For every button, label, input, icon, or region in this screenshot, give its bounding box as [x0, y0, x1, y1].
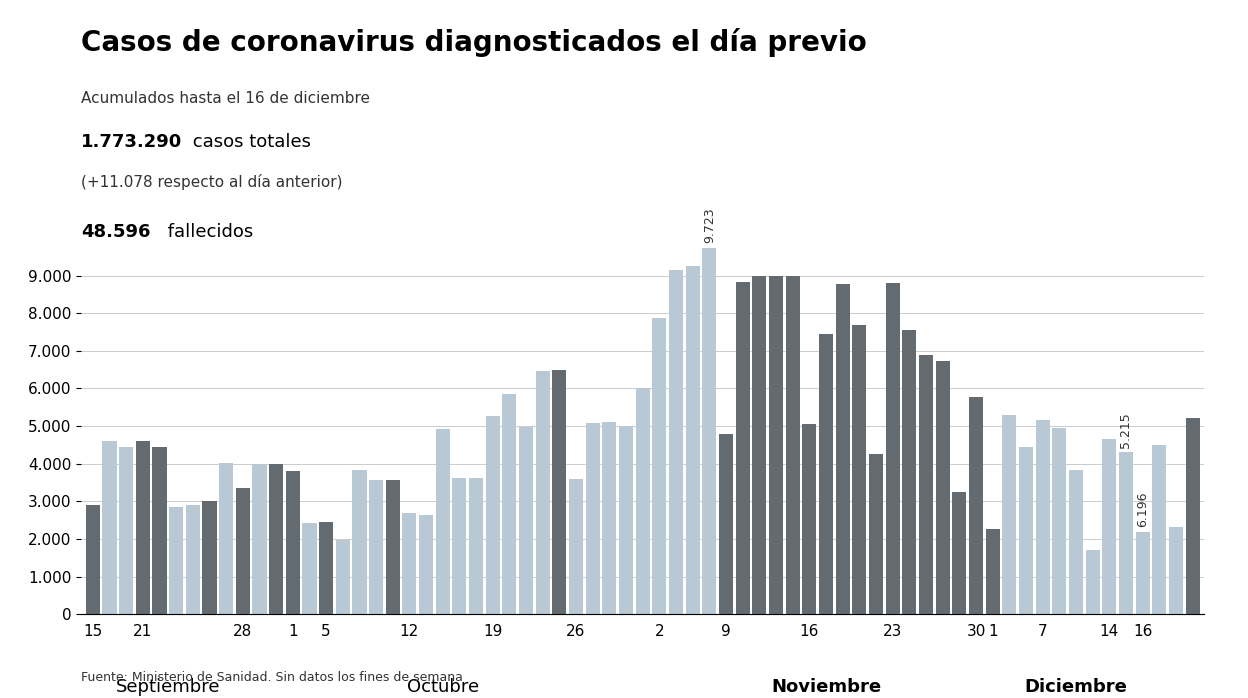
- Bar: [86, 505, 100, 614]
- Bar: [1136, 532, 1149, 614]
- Bar: [1086, 550, 1099, 614]
- Text: fallecidos: fallecidos: [162, 223, 253, 242]
- Bar: [252, 463, 267, 614]
- Bar: [852, 325, 866, 614]
- Text: Octubre: Octubre: [407, 678, 479, 696]
- Bar: [735, 282, 750, 614]
- Bar: [1070, 470, 1083, 614]
- Bar: [703, 248, 716, 614]
- Bar: [102, 441, 116, 614]
- Text: 9.723: 9.723: [703, 207, 716, 243]
- Bar: [719, 433, 733, 614]
- Bar: [436, 429, 449, 614]
- Bar: [1152, 445, 1167, 614]
- Bar: [919, 355, 934, 614]
- Bar: [753, 276, 766, 614]
- Bar: [1052, 429, 1067, 614]
- Bar: [502, 394, 517, 614]
- Bar: [819, 334, 834, 614]
- Bar: [836, 284, 850, 614]
- Bar: [669, 270, 683, 614]
- Bar: [869, 454, 884, 614]
- Text: (+11.078 respecto al día anterior): (+11.078 respecto al día anterior): [81, 174, 343, 191]
- Bar: [152, 447, 166, 614]
- Bar: [136, 441, 150, 614]
- Bar: [1102, 439, 1117, 614]
- Bar: [402, 512, 417, 614]
- Bar: [685, 266, 700, 614]
- Text: 5.215: 5.215: [1119, 412, 1132, 447]
- Bar: [119, 447, 134, 614]
- Bar: [469, 477, 483, 614]
- Bar: [419, 514, 433, 614]
- Bar: [653, 318, 666, 614]
- Bar: [968, 396, 983, 614]
- Bar: [236, 488, 250, 614]
- Bar: [802, 424, 816, 614]
- Bar: [619, 426, 633, 614]
- Bar: [519, 426, 533, 614]
- Bar: [635, 388, 650, 614]
- Text: 6.196: 6.196: [1136, 492, 1149, 527]
- Bar: [452, 477, 467, 614]
- Bar: [535, 371, 550, 614]
- Bar: [902, 330, 916, 614]
- Bar: [186, 505, 200, 614]
- Bar: [485, 416, 499, 614]
- Bar: [1036, 420, 1050, 614]
- Text: Fuente: Ministerio de Sanidad. Sin datos los fines de semana: Fuente: Ministerio de Sanidad. Sin datos…: [81, 671, 463, 684]
- Bar: [585, 423, 600, 614]
- Text: 1.773.290: 1.773.290: [81, 133, 182, 151]
- Text: Diciembre: Diciembre: [1025, 678, 1127, 696]
- Bar: [369, 480, 383, 614]
- Bar: [553, 371, 567, 614]
- Text: 48.596: 48.596: [81, 223, 151, 242]
- Bar: [218, 463, 233, 614]
- Bar: [302, 523, 317, 614]
- Bar: [786, 276, 800, 614]
- Bar: [603, 422, 617, 614]
- Text: casos totales: casos totales: [187, 133, 311, 151]
- Text: Acumulados hasta el 16 de diciembre: Acumulados hasta el 16 de diciembre: [81, 91, 371, 105]
- Bar: [386, 480, 399, 614]
- Text: Noviembre: Noviembre: [771, 678, 881, 696]
- Bar: [569, 479, 583, 614]
- Bar: [1169, 527, 1183, 614]
- Bar: [769, 276, 784, 614]
- Bar: [336, 540, 349, 614]
- Bar: [270, 463, 283, 614]
- Bar: [168, 507, 183, 614]
- Bar: [886, 283, 900, 614]
- Bar: [1002, 415, 1016, 614]
- Bar: [1186, 418, 1199, 614]
- Bar: [952, 492, 966, 614]
- Bar: [352, 470, 367, 614]
- Bar: [286, 471, 300, 614]
- Bar: [986, 529, 1000, 614]
- Text: Casos de coronavirus diagnosticados el día previo: Casos de coronavirus diagnosticados el d…: [81, 28, 867, 57]
- Bar: [1018, 447, 1033, 614]
- Bar: [936, 361, 950, 614]
- Text: Septiembre: Septiembre: [116, 678, 220, 696]
- Bar: [1119, 452, 1133, 614]
- Bar: [319, 521, 333, 614]
- Bar: [202, 501, 216, 614]
